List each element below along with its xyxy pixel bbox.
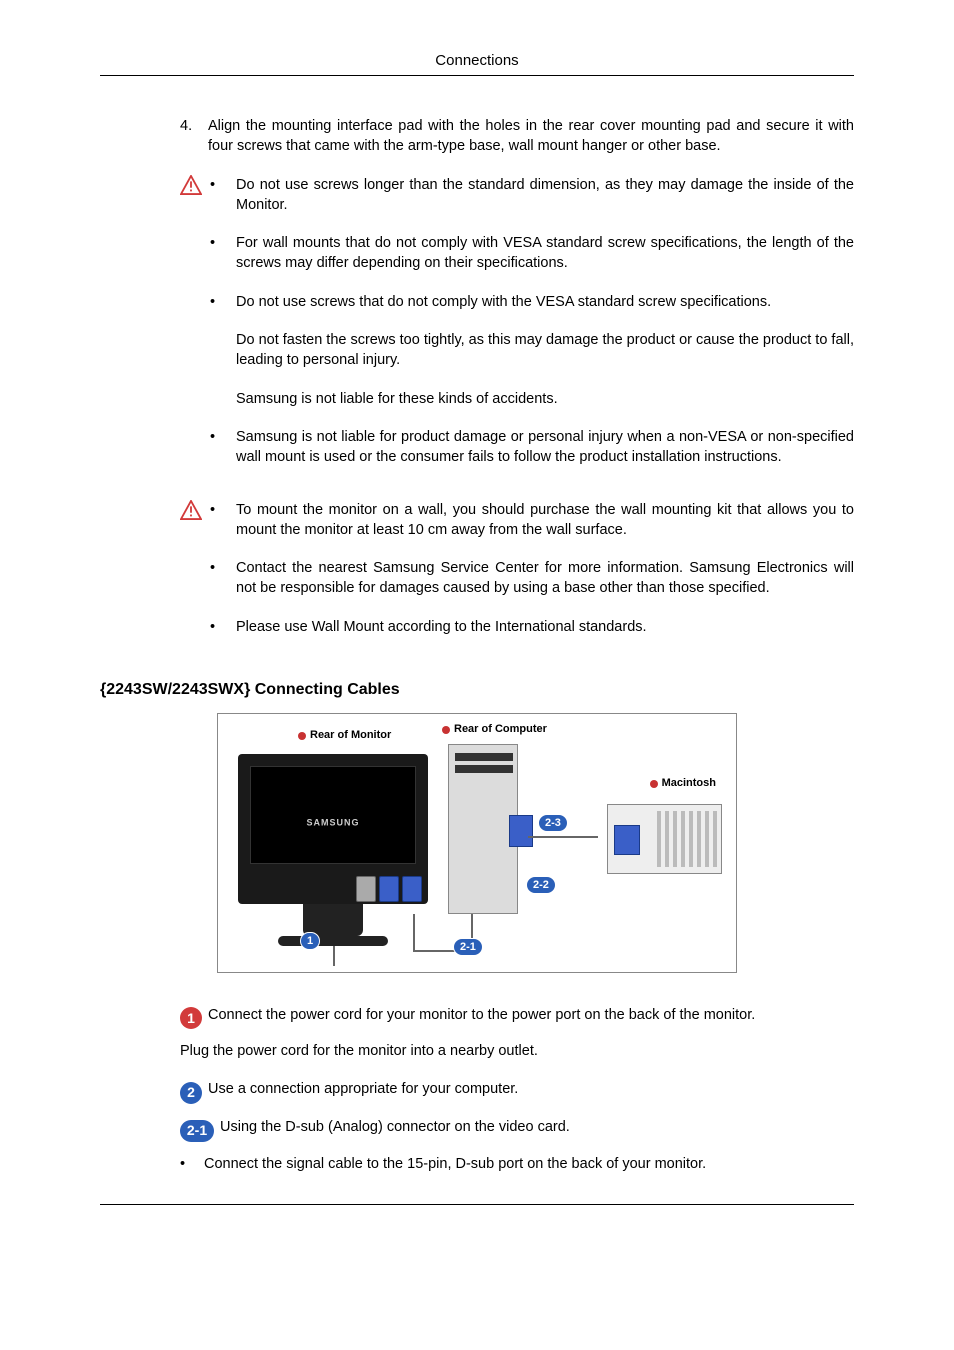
bullet-text: Please use Wall Mount according to the I…: [236, 617, 854, 637]
diagram-mac-connector: [614, 825, 640, 855]
connection-diagram: Rear of Monitor Rear of Computer Macinto…: [217, 713, 737, 973]
diagram-macintosh: [607, 804, 722, 874]
step-2-1-text: Using the D-sub (Analog) connector on th…: [220, 1117, 570, 1137]
warn1-bullet-2: •Do not use screws that do not comply wi…: [210, 292, 854, 312]
step-2-1: 2-1 Using the D-sub (Analog) connector o…: [180, 1116, 854, 1138]
dot-icon: [298, 732, 306, 740]
diagram-monitor: SAMSUNG: [238, 754, 428, 904]
dot-icon: [650, 780, 658, 788]
diagram-vga-connector: [509, 815, 533, 847]
numbered-step-4: 4. Align the mounting interface pad with…: [180, 116, 854, 157]
step-1-text: Connect the power cord for your monitor …: [208, 1005, 755, 1025]
diagram-port: [379, 876, 399, 902]
bullet-text: Samsung is not liable for product damage…: [236, 427, 854, 468]
diagram-brand: SAMSUNG: [306, 817, 359, 830]
final-bullet-text: Connect the signal cable to the 15-pin, …: [204, 1154, 706, 1174]
step-2: 2 Use a connection appropriate for your …: [180, 1078, 854, 1100]
diagram-label-computer: Rear of Computer: [442, 722, 547, 737]
bullet-text: Do not use screws longer than the standa…: [236, 175, 854, 216]
warn2-bullet-1: •Contact the nearest Samsung Service Cen…: [210, 558, 854, 599]
label-text: Macintosh: [662, 776, 716, 791]
label-text: Rear of Computer: [454, 722, 547, 737]
warn1-subpara-0: Do not fasten the screws too tightly, as…: [236, 330, 854, 371]
warning-block-2: •To mount the monitor on a wall, you sho…: [180, 500, 854, 655]
diagram-badge-2-2: 2-2: [526, 876, 556, 894]
warning-icon: [180, 175, 202, 195]
bullet-text: Contact the nearest Samsung Service Cent…: [236, 558, 854, 599]
step-number: 4.: [180, 116, 208, 157]
step-2-text: Use a connection appropriate for your co…: [208, 1079, 518, 1099]
step-badge-1: 1: [180, 1007, 202, 1029]
connection-diagram-wrapper: Rear of Monitor Rear of Computer Macinto…: [100, 713, 854, 973]
footer-divider: [100, 1204, 854, 1205]
bullet-text: To mount the monitor on a wall, you shou…: [236, 500, 854, 541]
diagram-port: [402, 876, 422, 902]
diagram-badge-2-1: 2-1: [453, 938, 483, 956]
page-header: Connections: [100, 50, 854, 76]
step-badge-2: 2: [180, 1082, 202, 1104]
diagram-computer: [448, 744, 518, 914]
bullet-text: Do not use screws that do not comply wit…: [236, 292, 854, 312]
step-text: Align the mounting interface pad with th…: [208, 116, 854, 157]
warning-block-1: •Do not use screws longer than the stand…: [180, 175, 854, 486]
warn1-subpara-1: Samsung is not liable for these kinds of…: [236, 389, 854, 409]
label-text: Rear of Monitor: [310, 728, 391, 743]
step-badge-2-1: 2-1: [180, 1120, 214, 1142]
section-heading-connecting-cables: {2243SW/2243SWX} Connecting Cables: [100, 679, 854, 701]
warn1-bullet-3: •Samsung is not liable for product damag…: [210, 427, 854, 468]
dot-icon: [442, 726, 450, 734]
diagram-label-monitor: Rear of Monitor: [298, 728, 391, 743]
content-body: 4. Align the mounting interface pad with…: [180, 116, 854, 655]
warn2-bullet-0: •To mount the monitor on a wall, you sho…: [210, 500, 854, 541]
diagram-port: [356, 876, 376, 902]
diagram-badge-2-3: 2-3: [538, 814, 568, 832]
final-bullet: • Connect the signal cable to the 15-pin…: [180, 1154, 854, 1174]
warn2-bullet-2: •Please use Wall Mount according to the …: [210, 617, 854, 637]
bullet-text: For wall mounts that do not comply with …: [236, 233, 854, 274]
warn1-bullet-1: •For wall mounts that do not comply with…: [210, 233, 854, 274]
step-1-after: Plug the power cord for the monitor into…: [180, 1041, 854, 1061]
warning-icon: [180, 500, 202, 520]
diagram-label-mac: Macintosh: [650, 776, 716, 791]
step-1: 1 Connect the power cord for your monito…: [180, 1003, 854, 1025]
warn1-bullet-0: •Do not use screws longer than the stand…: [210, 175, 854, 216]
diagram-badge-1: 1: [300, 932, 320, 950]
